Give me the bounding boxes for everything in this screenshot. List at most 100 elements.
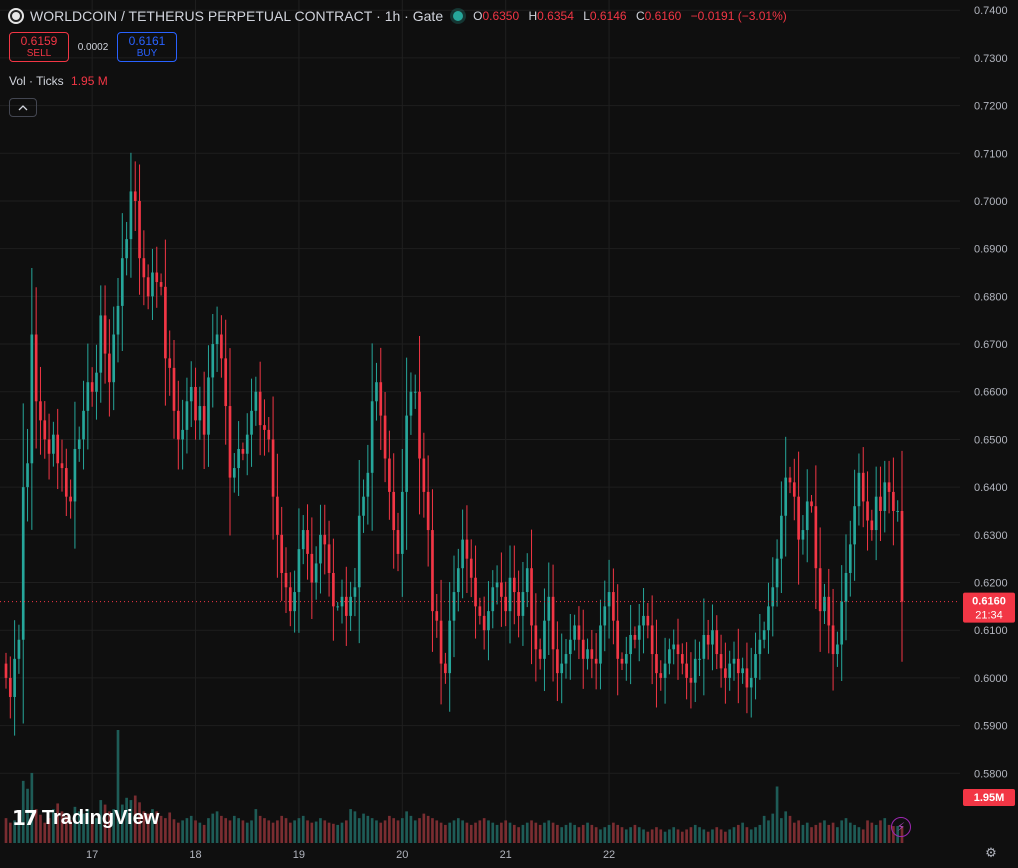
volume-legend[interactable]: Vol · Ticks 1.95 M <box>9 74 108 88</box>
volume-bar <box>848 822 852 843</box>
ohlc-values: O0.6350 H0.6354 L0.6146 C0.6160 −0.0191 … <box>473 9 787 23</box>
candle-body <box>327 544 331 573</box>
candle-body <box>775 558 779 588</box>
volume-bar <box>719 829 723 843</box>
collapse-legend-button[interactable] <box>9 98 37 117</box>
trade-buttons: 0.6159 SELL 0.0002 0.6161 BUY <box>9 32 177 62</box>
volume-bar <box>448 822 452 843</box>
volume-bar <box>560 827 564 843</box>
candle-body <box>560 663 564 674</box>
candle-body <box>715 630 719 655</box>
price-tick-label: 0.7100 <box>974 148 1008 160</box>
candle-body <box>254 391 258 411</box>
volume-bar <box>8 822 12 843</box>
candle-body <box>125 239 128 259</box>
candle-body <box>90 382 94 392</box>
volume-bar <box>551 822 555 843</box>
volume-bar <box>431 818 434 843</box>
candle-body <box>60 463 64 469</box>
volume-bar <box>861 829 865 843</box>
volume-bar <box>672 827 676 843</box>
volume-bar <box>336 824 340 843</box>
candle-body <box>245 434 249 454</box>
volume-bar <box>508 822 512 843</box>
candle-body <box>676 644 680 655</box>
candle-body <box>840 601 844 645</box>
buy-price: 0.6161 <box>128 34 166 48</box>
volume-bar <box>698 827 701 843</box>
low-value: 0.6146 <box>589 9 627 23</box>
volume-bar <box>232 815 236 843</box>
candle-body <box>874 496 878 531</box>
candle-body <box>422 458 426 492</box>
candle-body <box>879 496 882 511</box>
volume-bar <box>388 815 391 843</box>
lightning-icon[interactable]: ⚡ <box>891 817 911 837</box>
volume-bar <box>586 822 589 843</box>
volume-bar <box>612 822 615 843</box>
volume-bar <box>207 818 210 843</box>
candle-body <box>711 630 714 645</box>
volume-bar <box>254 809 258 843</box>
price-tick-label: 0.6000 <box>974 673 1008 685</box>
volume-bar <box>693 824 697 843</box>
volume-bar <box>663 831 667 843</box>
candle-body <box>82 410 85 440</box>
candle-body <box>95 372 98 392</box>
volume-bar <box>439 822 443 843</box>
candle-body <box>340 596 344 607</box>
candle-body <box>508 577 512 612</box>
volume-bar <box>198 822 202 843</box>
buy-label: BUY <box>136 48 158 59</box>
volume-bar <box>375 820 378 843</box>
candle-body <box>366 472 370 497</box>
candle-body <box>620 658 624 664</box>
price-tick-label: 0.5800 <box>974 768 1008 780</box>
candle-body <box>547 596 551 621</box>
volume-bar <box>211 813 215 843</box>
sell-button[interactable]: 0.6159 SELL <box>9 32 69 62</box>
candle-body <box>349 596 352 616</box>
volume-bar <box>780 818 783 843</box>
volume-bar <box>258 815 262 843</box>
volume-bar <box>237 818 240 843</box>
exchange-label[interactable]: Gate <box>412 8 444 24</box>
candle-body <box>103 315 107 354</box>
candle-body <box>237 448 240 469</box>
change-value: −0.0191 (−3.01%) <box>690 9 787 23</box>
candle-body <box>461 539 464 569</box>
symbol-title[interactable]: WORLDCOIN / TETHERUS PERPETUAL CONTRACT <box>30 8 373 24</box>
gear-icon[interactable]: ⚙ <box>985 845 997 860</box>
candle-body <box>271 439 275 497</box>
candle-body <box>642 615 645 626</box>
candle-body <box>39 401 42 421</box>
interval-label[interactable]: 1h <box>384 8 401 24</box>
time-axis: 17 18 19 20 21 22 <box>86 849 615 861</box>
volume-bar <box>267 820 271 843</box>
volume-bar <box>245 822 249 843</box>
volume-bar <box>629 827 632 843</box>
buy-button[interactable]: 0.6161 BUY <box>117 32 177 62</box>
candle-body <box>176 410 180 440</box>
candle-body <box>431 530 434 612</box>
volume-bar <box>103 804 107 843</box>
volume-bar <box>52 809 55 843</box>
last-price-marker: 0.6160 21:34 1.95M <box>0 592 1015 806</box>
volume-bar <box>534 822 538 843</box>
volume-bar <box>271 822 275 843</box>
candle-body <box>663 663 667 678</box>
volume-bar <box>228 820 232 843</box>
candle-body <box>413 391 417 393</box>
volume-bar <box>637 827 641 843</box>
candle-body <box>792 482 796 497</box>
candle-body <box>736 658 740 674</box>
volume-bar <box>435 820 439 843</box>
candle-body <box>659 673 663 678</box>
candle-body <box>202 406 206 435</box>
candle-body <box>120 258 124 306</box>
candle-body <box>482 615 486 631</box>
candle-body <box>594 658 598 664</box>
candle-body <box>383 415 387 459</box>
volume-bar <box>745 827 749 843</box>
